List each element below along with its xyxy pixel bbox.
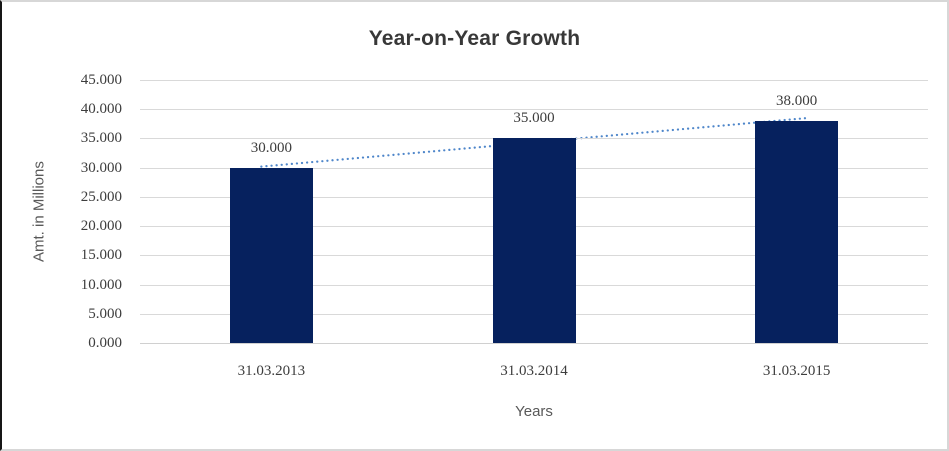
x-category-label: 31.03.2013 (237, 363, 306, 379)
y-tick-label: 15.000 (80, 247, 122, 264)
y-tick-label: 20.000 (80, 218, 122, 235)
data-label: 38.000 (776, 92, 818, 109)
gridline (140, 109, 928, 111)
y-tick-label: 40.000 (80, 101, 122, 118)
gridline (140, 80, 928, 81)
bar-31.03.2015 (755, 120, 839, 343)
y-tick-label: 35.000 (80, 130, 122, 147)
y-tick-label: 10.000 (80, 276, 122, 293)
y-tick-label: 45.000 (80, 72, 122, 88)
y-tick-label: 30.000 (80, 159, 122, 176)
x-category-label: 31.03.2015 (762, 363, 831, 379)
x-category-label: 31.03.2014 (500, 363, 568, 379)
chart-title: Year-on-Year Growth (368, 27, 581, 50)
x-axis-title: Years (515, 403, 553, 420)
x-axis-line (140, 343, 928, 344)
bar-31.03.2014 (492, 138, 576, 343)
trendline (260, 116, 808, 168)
y-axis-title: Amt. in Millions (30, 161, 48, 262)
data-label: 30.000 (250, 139, 292, 156)
bar-31.03.2013 (229, 167, 313, 343)
y-tick-label: 25.000 (80, 188, 122, 205)
y-tick-label: 0.000 (88, 335, 122, 351)
plot-area (140, 80, 928, 344)
data-label: 35.000 (513, 110, 555, 127)
y-tick-label: 5.000 (88, 305, 122, 322)
